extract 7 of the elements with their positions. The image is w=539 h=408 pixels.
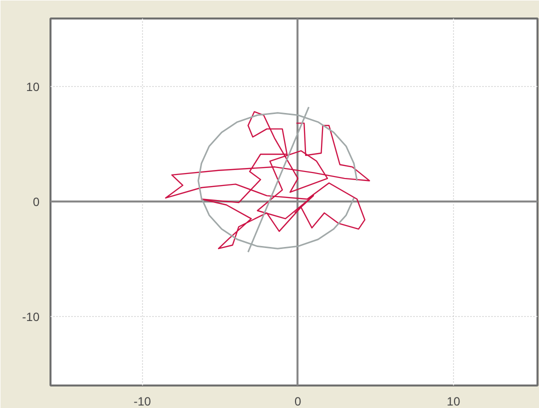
x-tick-label: 0	[294, 394, 302, 408]
x-tick-label: 10	[446, 394, 460, 408]
line-series	[165, 111, 370, 250]
x-tick-label: -10	[134, 394, 152, 408]
y-tick-label: -10	[22, 310, 40, 324]
y-tick-label: 0	[32, 194, 40, 209]
y-tick-label: 10	[26, 80, 40, 94]
